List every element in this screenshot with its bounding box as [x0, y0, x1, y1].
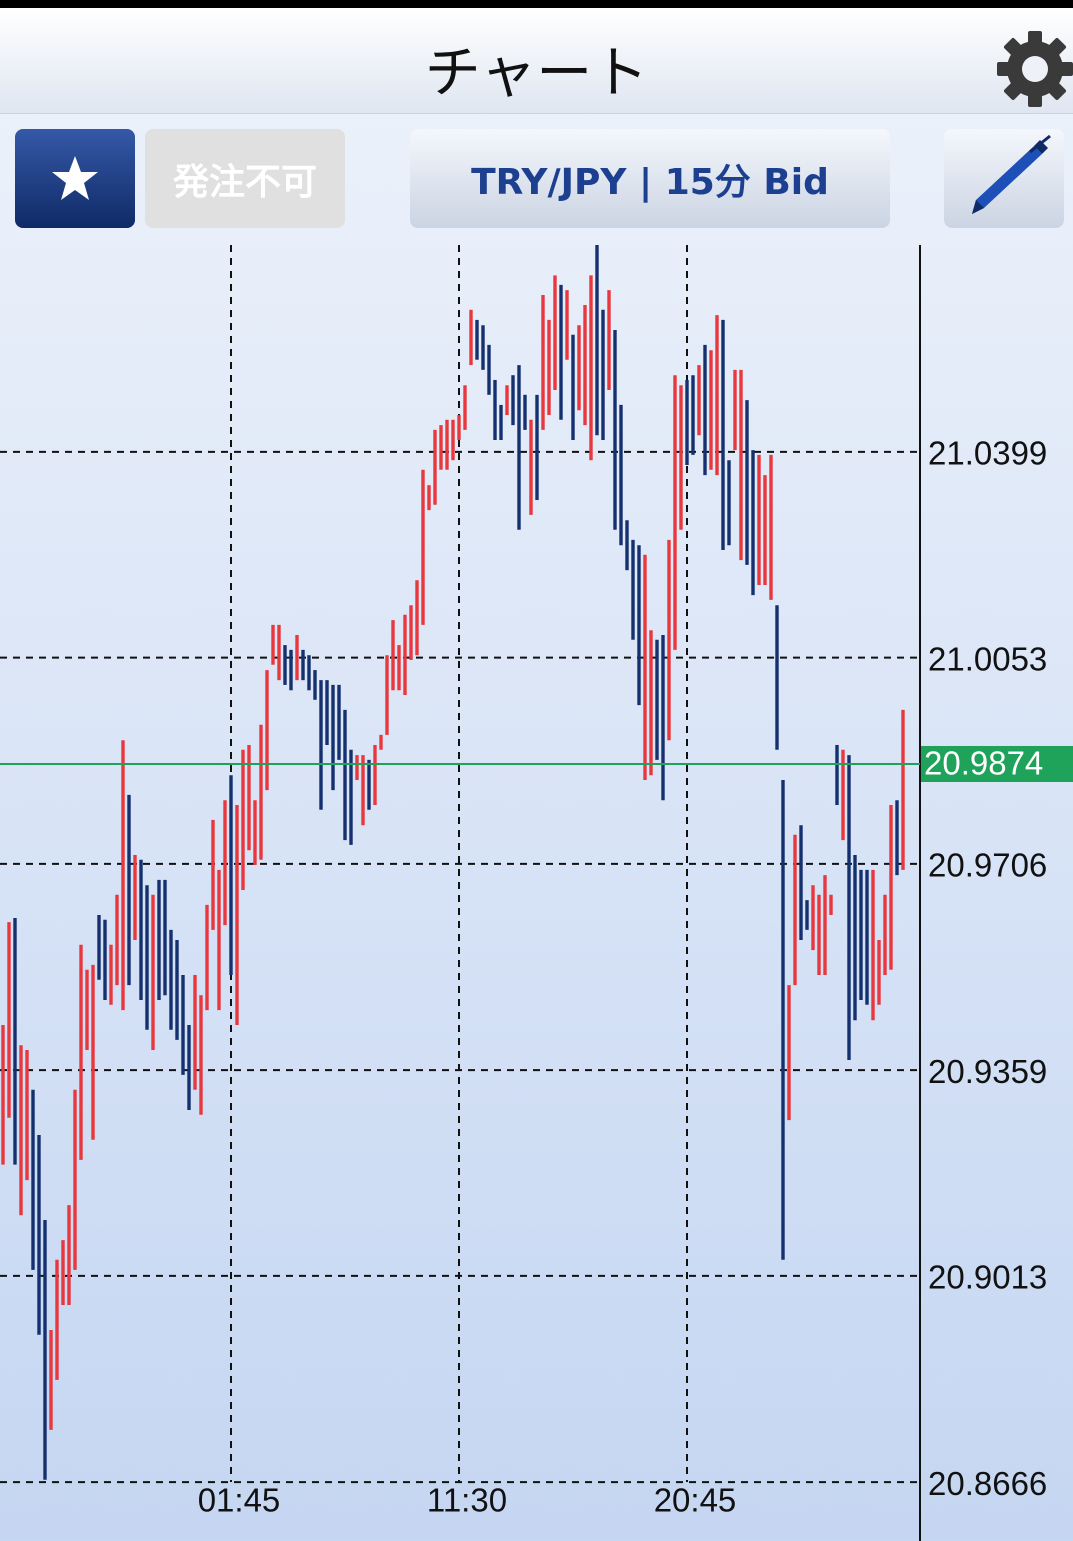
draw-button[interactable] [944, 129, 1064, 228]
order-status-button[interactable]: 発注不可 [145, 129, 345, 228]
header: チャート [0, 8, 1073, 114]
pen-icon [972, 134, 1051, 214]
current-price-box [921, 745, 1073, 782]
favorite-button[interactable] [15, 129, 135, 228]
status-bar [0, 0, 1073, 8]
header-title: チャート [424, 41, 649, 106]
x-tick-label: 01:45 [198, 1482, 281, 1519]
symbol-button[interactable]: TRY/JPY | 15分 Bid [410, 129, 890, 228]
current-price-label: 20.9874 [924, 745, 1043, 782]
y-tick-label: 20.8666 [928, 1465, 1047, 1502]
y-tick-label: 20.9359 [928, 1053, 1047, 1090]
y-tick-label: 21.0399 [928, 435, 1047, 472]
settings-button[interactable] [996, 30, 1073, 108]
x-tick-label: 20:45 [654, 1482, 737, 1519]
y-tick-label: 20.9013 [928, 1259, 1047, 1296]
y-tick-label: 21.0053 [928, 640, 1047, 677]
star-icon [52, 155, 98, 200]
x-tick-label: 11:30 [427, 1482, 507, 1519]
y-tick-label: 20.9706 [928, 847, 1047, 884]
